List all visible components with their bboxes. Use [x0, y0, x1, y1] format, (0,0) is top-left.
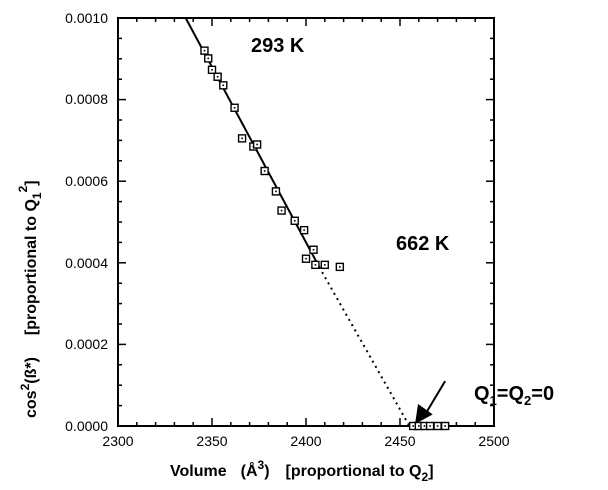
data-point-center	[207, 57, 210, 60]
x-axis-unit-exp: 3	[258, 458, 265, 472]
data-point	[260, 166, 269, 176]
data-point-center	[303, 229, 305, 231]
data-point-center	[429, 425, 431, 427]
data-point	[320, 260, 329, 270]
x-tick-labels: 2300 2350 2400 2450 2500	[102, 433, 509, 449]
data-point-center	[203, 49, 206, 52]
y-tick-labels: 0.0000 0.0002 0.0004 0.0006 0.0008 0.001…	[65, 10, 108, 434]
data-point	[237, 134, 247, 143]
y-tick-label: 0.0010	[65, 10, 108, 26]
data-point-center	[241, 137, 243, 140]
data-point	[200, 46, 209, 55]
data-point-center	[280, 209, 283, 212]
annotation-tail: =0	[531, 383, 554, 405]
y-tick-label: 0.0006	[65, 173, 108, 189]
data-point-center	[339, 266, 341, 268]
data-point-center	[418, 425, 420, 427]
data-point-center	[256, 143, 258, 146]
y-tick-label: 0.0000	[65, 418, 108, 434]
data-point-center	[293, 219, 296, 222]
fit-line-dotted	[318, 266, 411, 427]
axis-ticks	[117, 17, 495, 427]
data-point	[207, 65, 217, 75]
data-point	[440, 421, 450, 431]
y-axis-bracket: [proportional to Q	[23, 199, 40, 335]
data-point	[213, 72, 222, 81]
x-tick-label: 2300	[102, 433, 133, 449]
data-point-center	[263, 170, 266, 172]
data-point	[230, 103, 239, 112]
x-axis-title: Volume (Å3) [proportional to Q2]	[170, 458, 434, 484]
data-point-center	[275, 190, 277, 193]
data-point-center	[436, 425, 439, 427]
data-point-center	[423, 425, 426, 427]
data-point-center	[412, 425, 414, 427]
y-axis-bracket-exp: 2	[16, 185, 30, 192]
data-point	[433, 421, 442, 431]
annotation-293k: 293 K	[251, 35, 305, 57]
data-point-center	[222, 84, 225, 87]
plot-frame	[117, 17, 495, 427]
annotation-mid: =Q	[497, 383, 524, 405]
data-point	[311, 260, 320, 270]
annotation-arrow	[415, 380, 446, 424]
data-point	[309, 245, 318, 254]
y-axis-bracket-close: ]	[23, 180, 40, 185]
y-tick-label: 0.0002	[65, 336, 108, 352]
x-axis-main: Volume	[170, 463, 227, 480]
data-point-center	[216, 75, 219, 78]
annotation-q1-sub: 1	[490, 393, 497, 408]
y-axis-bracket-sub: 1	[30, 192, 44, 199]
annotation-662k: 662 K	[396, 233, 450, 255]
annotation-q2-sub: 2	[524, 393, 531, 408]
x-axis-bracket-close: ]	[428, 463, 433, 480]
data-point	[252, 140, 262, 149]
data-point	[301, 254, 311, 263]
data-point	[335, 262, 345, 272]
annotation-q1-q2-zero: Q1=Q2=0	[474, 383, 554, 408]
x-tick-label: 2450	[384, 433, 415, 449]
annotation-q1-q: Q	[474, 383, 490, 405]
data-point	[204, 54, 213, 63]
data-point-center	[233, 106, 236, 109]
data-point-center	[444, 425, 446, 427]
data-point-center	[305, 257, 307, 260]
y-axis-main: cos	[23, 390, 40, 418]
data-point	[219, 81, 228, 90]
x-axis-unit-close: )	[264, 463, 269, 480]
x-tick-label: 2400	[290, 433, 321, 449]
data-point-center	[312, 248, 315, 251]
data-point-center	[211, 69, 213, 71]
y-axis-main-close: (ß*)	[23, 357, 40, 384]
y-axis-main-exp: 2	[18, 383, 32, 390]
y-axis-title: cos2(ß*)[proportional to Q12]	[16, 180, 44, 418]
data-points	[200, 46, 450, 431]
data-point	[277, 206, 286, 215]
x-tick-label: 2500	[478, 433, 509, 449]
data-point	[425, 421, 435, 431]
x-axis-bracket: [proportional to Q	[286, 463, 422, 480]
x-axis-bracket-sub: 2	[422, 470, 429, 484]
data-point-center	[324, 264, 326, 266]
x-tick-label: 2350	[196, 433, 227, 449]
arrow-head	[415, 404, 433, 424]
data-point	[299, 225, 309, 235]
data-point	[290, 216, 299, 225]
x-axis-unit: (Å	[241, 461, 258, 480]
data-point	[271, 187, 281, 196]
y-tick-label: 0.0008	[65, 91, 108, 107]
data-point-center	[314, 264, 317, 266]
y-tick-label: 0.0004	[65, 255, 108, 271]
